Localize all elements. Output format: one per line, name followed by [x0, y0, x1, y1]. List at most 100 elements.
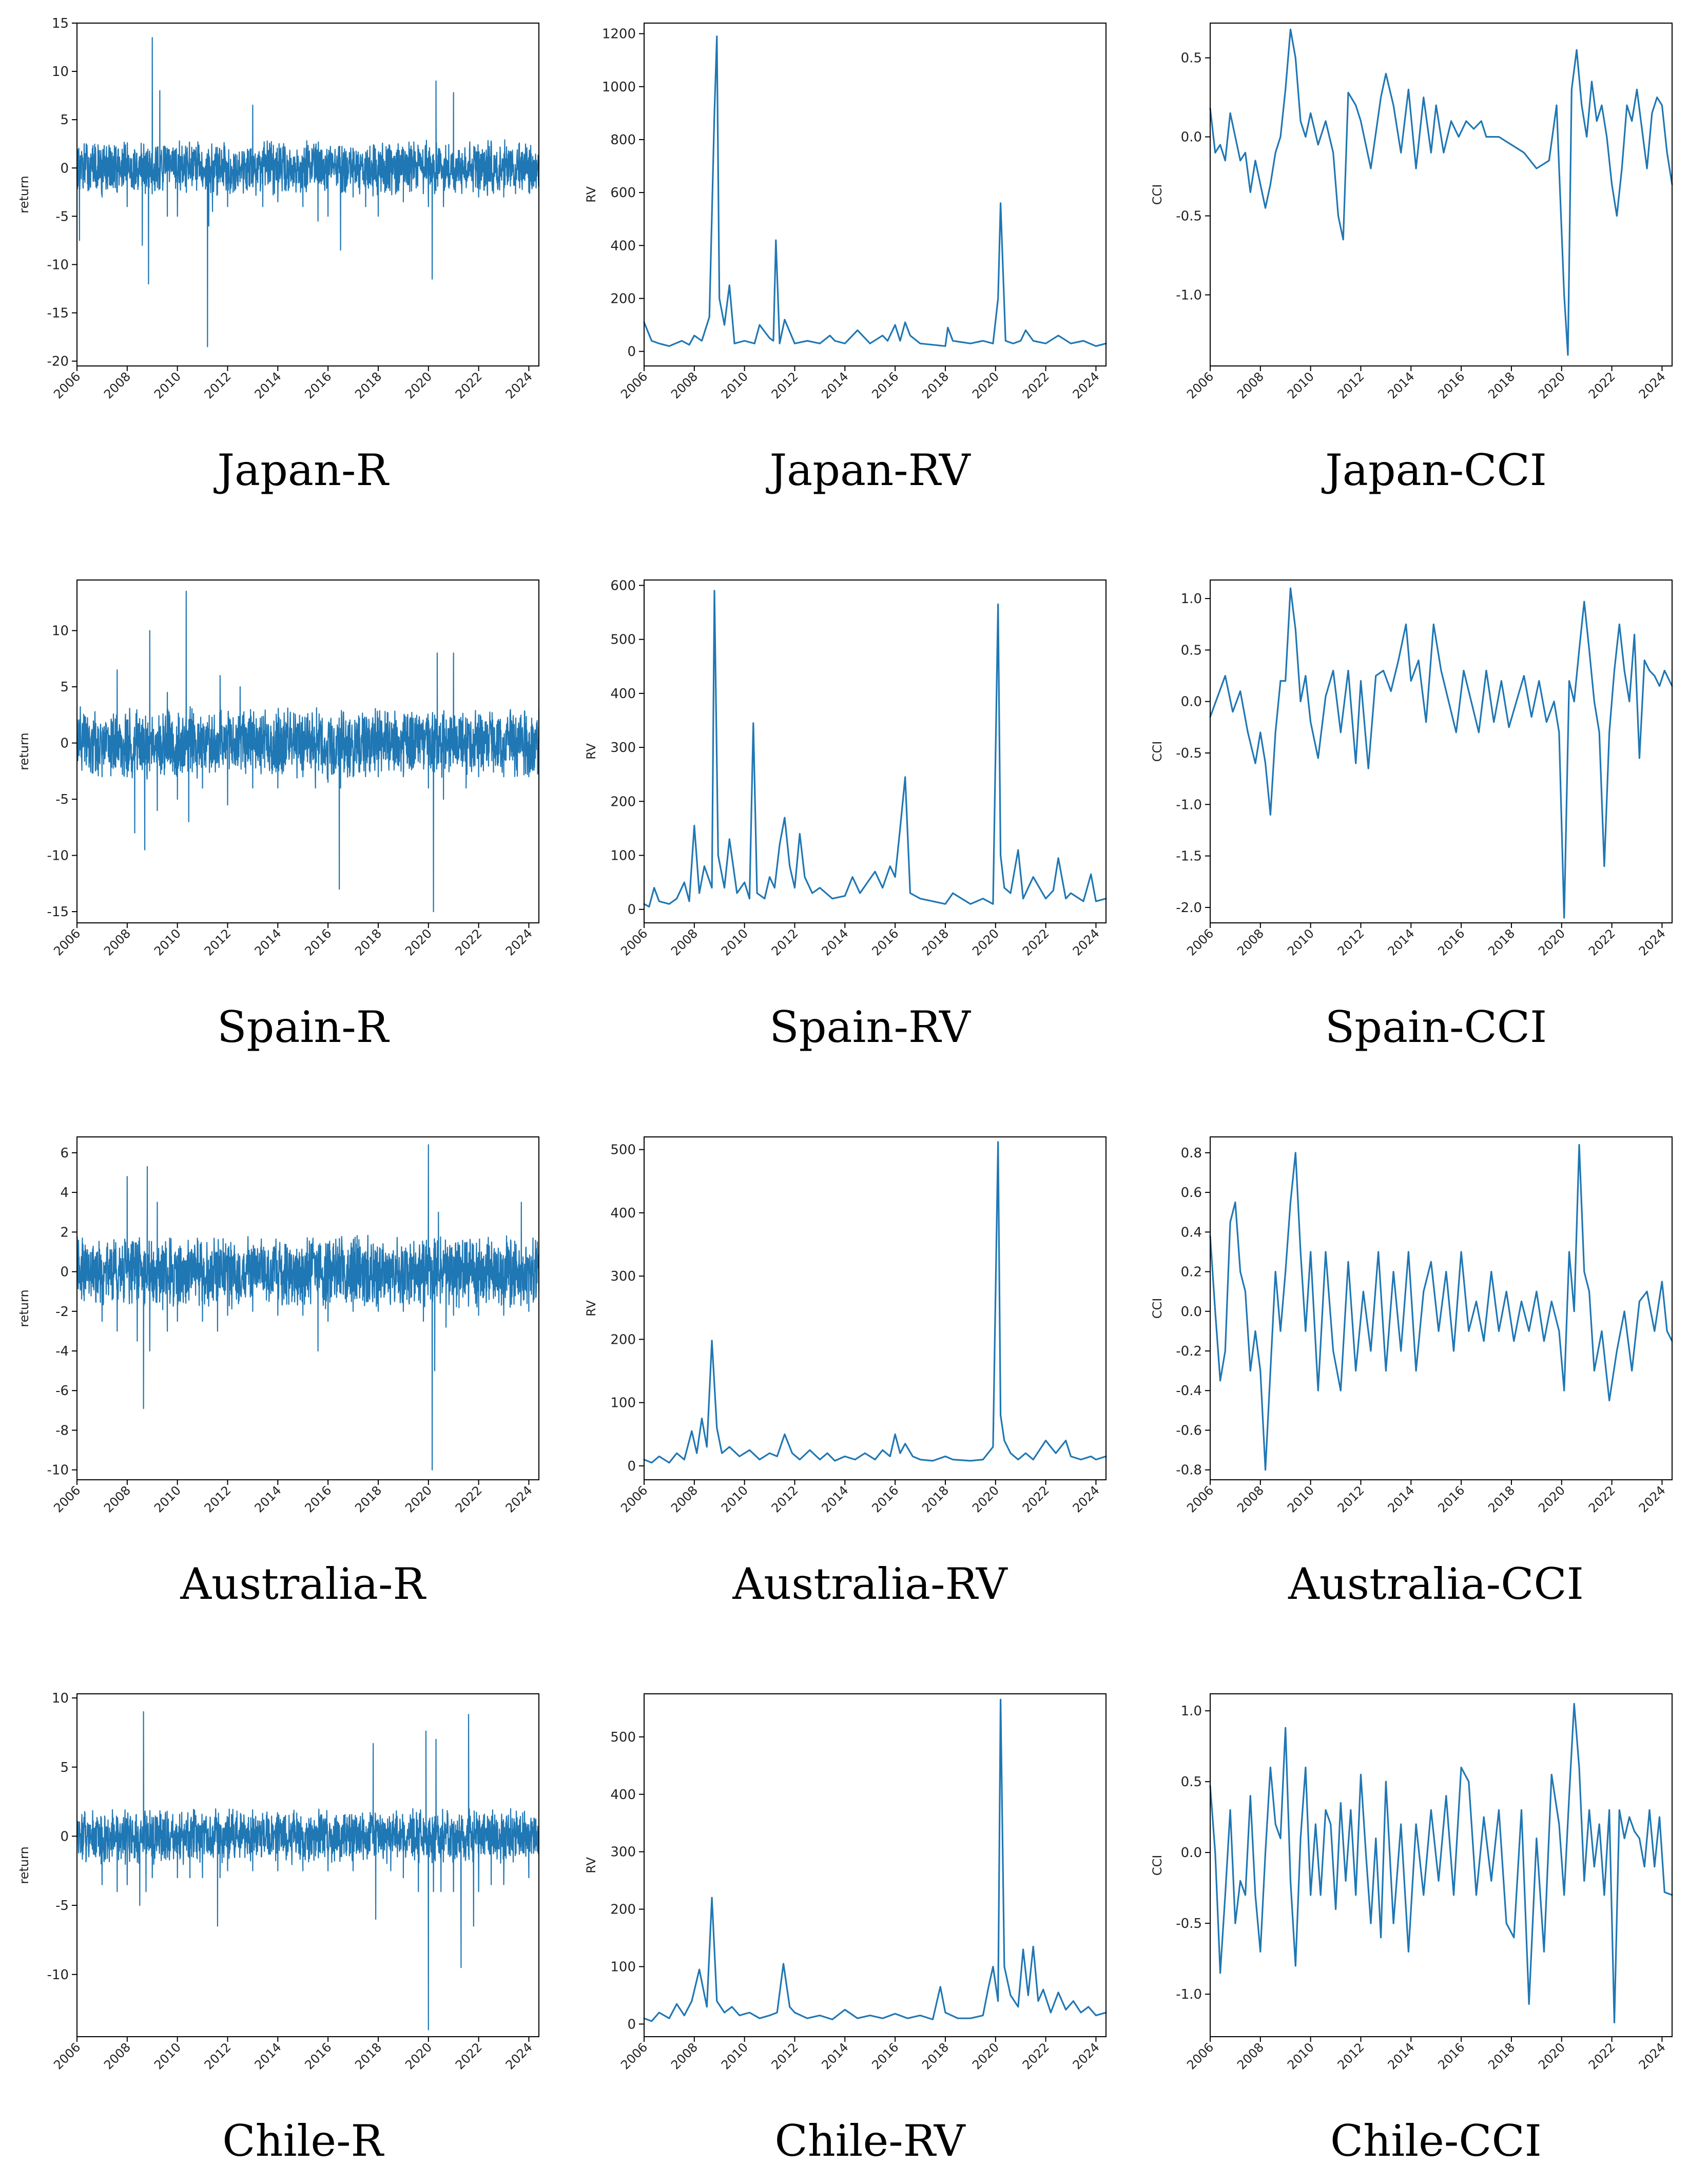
y-axis-label: CCI — [1150, 1855, 1164, 1876]
x-tick-label: 2018 — [919, 2040, 952, 2072]
x-tick-label: 2012 — [769, 2040, 801, 2072]
series-line — [1209, 28, 1673, 356]
y-tick-label: -0.5 — [1176, 209, 1202, 224]
x-tick-label: 2006 — [1184, 369, 1216, 401]
x-tick-label: 2012 — [202, 1483, 234, 1515]
x-tick-label: 2022 — [1586, 369, 1618, 401]
plot-frame — [1210, 23, 1673, 366]
x-tick-label: 2018 — [919, 926, 952, 958]
panel-caption: Australia-R — [180, 1559, 426, 1609]
x-tick-label: 2020 — [969, 2040, 1002, 2072]
y-tick-label: 0.4 — [1181, 1225, 1202, 1240]
y-tick-label: -6 — [55, 1383, 69, 1399]
panel-caption: Japan-R — [213, 445, 390, 495]
x-tick-label: 2006 — [618, 2040, 650, 2072]
y-tick-label: 500 — [610, 632, 636, 648]
y-tick-label: 0 — [60, 1265, 69, 1280]
x-tick-label: 2006 — [51, 1483, 83, 1515]
x-tick-label: 2008 — [101, 1483, 133, 1515]
y-axis-label: CCI — [1150, 741, 1164, 762]
series-line — [643, 1141, 1107, 1464]
x-tick-label: 2008 — [1234, 926, 1267, 958]
y-axis-label: return — [17, 1846, 31, 1884]
x-tick-label: 2024 — [503, 926, 535, 958]
x-tick-label: 2020 — [402, 369, 435, 401]
x-tick-label: 2018 — [919, 369, 952, 401]
x-tick-label: 2010 — [719, 2040, 751, 2072]
x-tick-label: 2022 — [1586, 2040, 1618, 2072]
x-tick-label: 2022 — [453, 926, 485, 958]
series-line — [76, 1144, 540, 1471]
x-tick-label: 2014 — [819, 369, 851, 401]
y-tick-label: -1.0 — [1176, 287, 1202, 303]
y-tick-label: -4 — [55, 1344, 69, 1359]
x-tick-label: 2020 — [969, 926, 1002, 958]
x-tick-label: 2018 — [1485, 2040, 1518, 2072]
x-tick-label: 2024 — [1636, 926, 1668, 958]
x-tick-label: 2014 — [252, 1483, 284, 1515]
y-tick-label: 600 — [610, 185, 636, 201]
x-tick-label: 2020 — [1536, 1483, 1568, 1515]
x-tick-label: 2018 — [919, 1483, 952, 1515]
y-tick-label: 0.0 — [1181, 1845, 1202, 1861]
x-tick-label: 2020 — [402, 926, 435, 958]
x-tick-label: 2012 — [1335, 369, 1367, 401]
chart-panel: 0 200 400 600 800 1000 1200 2006 2008 2010 2012 201… — [584, 23, 1107, 495]
x-tick-label: 2008 — [668, 926, 701, 958]
x-tick-label: 2020 — [402, 2040, 435, 2072]
x-tick-label: 2018 — [1485, 1483, 1518, 1515]
chart-panel: 0 100 200 300 400 500 600 2006 2008 2010 2012 2014 2… — [584, 578, 1107, 1052]
y-tick-label: -1.0 — [1176, 1987, 1202, 2002]
series-line — [76, 1711, 540, 2031]
chart-panel: -10 -8 -6 -4 -2 0 2 4 6 2006 2008 2010 2012 2014 2016 2… — [17, 1136, 540, 1609]
y-axis-label: RV — [584, 743, 598, 760]
x-tick-label: 2008 — [101, 2040, 133, 2072]
x-tick-label: 2008 — [1234, 369, 1267, 401]
y-tick-label: 600 — [610, 578, 636, 594]
x-tick-label: 2018 — [352, 369, 384, 401]
chart-panel: -1.0 -0.5 0.0 0.5 1.0 2006 2008 2010 2012 2014 201… — [1150, 1693, 1673, 2166]
x-tick-label: 2016 — [1435, 1483, 1467, 1515]
y-axis-label: CCI — [1150, 1298, 1164, 1319]
y-tick-label: -2.0 — [1176, 900, 1202, 916]
x-tick-label: 2008 — [101, 926, 133, 958]
y-tick-label: 300 — [610, 740, 636, 756]
x-tick-label: 2024 — [1636, 2040, 1668, 2072]
x-tick-label: 2024 — [1070, 926, 1102, 958]
y-tick-label: -0.4 — [1176, 1383, 1202, 1399]
y-tick-label: 400 — [610, 1206, 636, 1221]
x-tick-label: 2012 — [1335, 926, 1367, 958]
x-tick-label: 2024 — [1070, 2040, 1102, 2072]
plot-frame — [644, 579, 1107, 923]
y-tick-label: -10 — [47, 1967, 69, 1983]
x-tick-label: 2006 — [618, 369, 650, 401]
x-tick-label: 2012 — [202, 369, 234, 401]
panel-caption: Chile-R — [222, 2116, 384, 2166]
panel-caption: Japan-CCI — [1321, 445, 1547, 495]
y-tick-label: -0.5 — [1176, 1916, 1202, 1931]
y-tick-label: -10 — [47, 848, 69, 864]
x-tick-label: 2016 — [869, 2040, 901, 2072]
y-axis-label: RV — [584, 1857, 598, 1873]
panel-caption: Chile-CCI — [1330, 2116, 1542, 2166]
x-tick-label: 2008 — [1234, 2040, 1267, 2072]
x-tick-label: 2006 — [51, 2040, 83, 2072]
x-tick-label: 2010 — [719, 926, 751, 958]
y-tick-label: 200 — [610, 291, 636, 306]
y-tick-label: 100 — [610, 848, 636, 864]
x-tick-label: 2016 — [1435, 926, 1467, 958]
y-axis-label: CCI — [1150, 184, 1164, 205]
x-tick-label: 2012 — [1335, 2040, 1367, 2072]
y-tick-label: 400 — [610, 1787, 636, 1803]
panel-caption: Australia-RV — [732, 1559, 1008, 1609]
panel-caption: Australia-CCI — [1288, 1559, 1584, 1609]
x-tick-label: 2012 — [202, 926, 234, 958]
y-tick-label: 200 — [610, 794, 636, 809]
plot-frame — [76, 1693, 539, 2037]
x-tick-label: 2006 — [618, 1483, 650, 1515]
x-tick-label: 2024 — [503, 369, 535, 401]
y-tick-label: 300 — [610, 1845, 636, 1860]
plot-frame — [1210, 579, 1673, 923]
y-tick-label: 0.5 — [1181, 1774, 1202, 1790]
x-tick-label: 2024 — [1070, 1483, 1102, 1515]
